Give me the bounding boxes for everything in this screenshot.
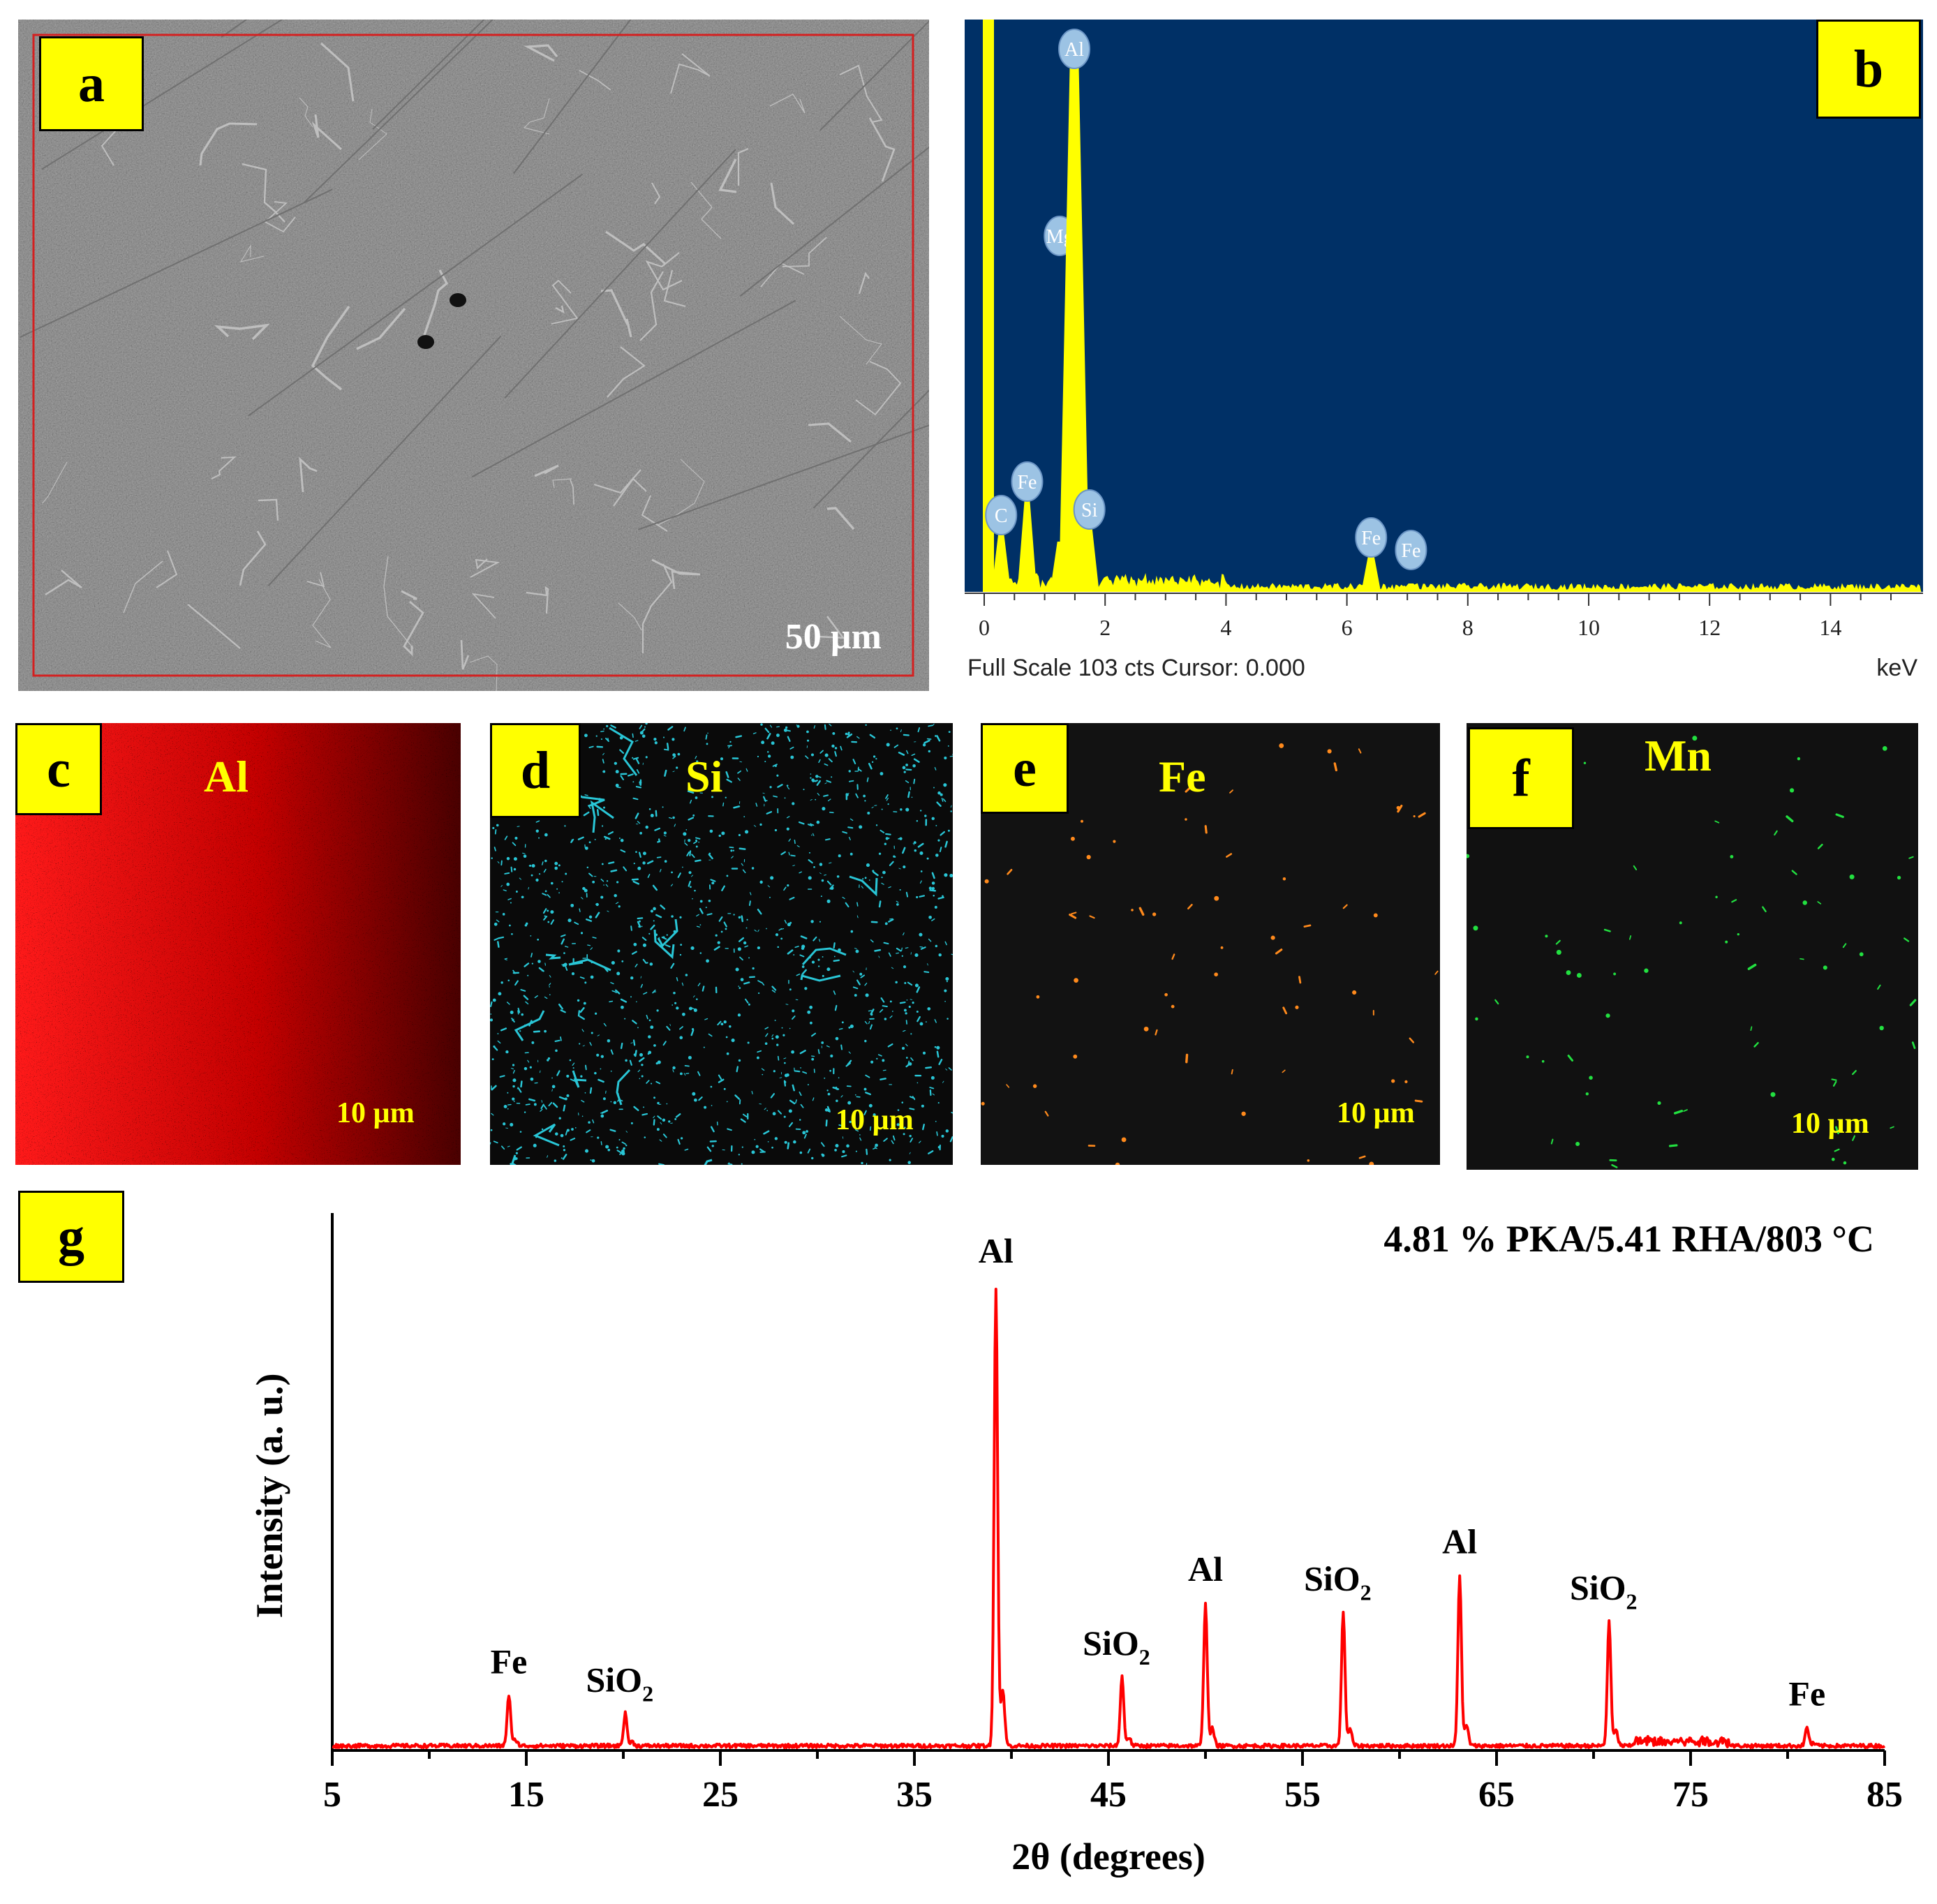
eds-footer-unit: keV xyxy=(1876,655,1917,681)
eds-peak-marker xyxy=(1395,530,1427,570)
xrd-peak-label: Al xyxy=(1442,1522,1477,1561)
element-name-si: Si xyxy=(685,752,723,801)
panel-label-a: a xyxy=(39,36,144,131)
sem-micrograph-image xyxy=(18,20,929,691)
eds-peak-label: Fe xyxy=(1361,528,1381,549)
si-elemental-map: d Si 10 µm xyxy=(490,723,953,1165)
eds-peak xyxy=(1059,34,1090,592)
element-name-al: Al xyxy=(204,752,248,801)
al-elemental-map: c Al 10 µm xyxy=(15,723,461,1165)
panel-label-f: f xyxy=(1468,727,1574,829)
xrd-sample-annotation: 4.81 % PKA/5.41 RHA/803 °C xyxy=(1383,1218,1874,1260)
eds-tick-label: 14 xyxy=(1819,615,1841,640)
eds-peak-label: Al xyxy=(1064,39,1084,61)
eds-zero-peak xyxy=(983,20,994,592)
xrd-y-axis-title: Intensity (a. u.) xyxy=(248,1373,290,1618)
xrd-tick-label: 65 xyxy=(1478,1775,1515,1815)
xrd-peak-label: SiO2 xyxy=(1304,1559,1372,1605)
eds-peak xyxy=(991,530,1011,592)
scale-bar-label: 10 µm xyxy=(836,1104,914,1136)
xrd-peak-label: Fe xyxy=(491,1642,528,1681)
eds-peak xyxy=(1361,553,1381,592)
xrd-pattern-chart: 5 15 25 35 45 55 65 75 85 2θ (degrees) Intensity (… xyxy=(248,1213,1903,1877)
eds-peak-marker xyxy=(1073,489,1106,530)
xrd-peak-label: Al xyxy=(1188,1549,1223,1589)
panel-label-d: d xyxy=(490,723,581,818)
xrd-peak-label: SiO2 xyxy=(586,1660,653,1706)
eds-peak-marker xyxy=(1058,29,1091,69)
mn-elemental-map: f Mn 10 µm xyxy=(1467,723,1918,1170)
xrd-pattern-line xyxy=(332,1288,1886,1749)
eds-peak xyxy=(1401,583,1421,592)
xrd-x-axis-title: 2θ (degrees) xyxy=(1011,1836,1205,1877)
eds-background-signal xyxy=(984,572,1922,592)
eds-footer-info: Full Scale 103 cts Cursor: 0.000 xyxy=(967,655,1305,681)
scale-bar-label: 10 µm xyxy=(1337,1097,1415,1129)
xrd-tick-label: 85 xyxy=(1867,1775,1903,1815)
xrd-tick-label: 55 xyxy=(1284,1775,1321,1815)
eds-tick-label: 2 xyxy=(1099,615,1111,640)
xrd-peak-label: SiO2 xyxy=(1570,1568,1638,1614)
xrd-peak-label: Al xyxy=(979,1231,1014,1270)
selection-rectangle xyxy=(32,34,914,677)
scale-bar-label: 10 µm xyxy=(1791,1108,1869,1140)
pore xyxy=(417,335,434,349)
eds-spectrum-panel: C Fe Mg Al Si Fe Fe 0 2 4 6 8 10 12 14 b Full Scale 10… xyxy=(965,20,1923,691)
xrd-tick-label: 45 xyxy=(1090,1775,1127,1815)
eds-peak-label: Fe xyxy=(1017,472,1037,493)
eds-peak-marker xyxy=(1355,517,1388,558)
scale-bar-label: 10 µm xyxy=(336,1097,415,1129)
xrd-tick-label: 15 xyxy=(508,1775,544,1815)
si-map-image xyxy=(490,723,953,1165)
element-name-mn: Mn xyxy=(1645,731,1712,780)
eds-peak-label: Fe xyxy=(1401,540,1420,562)
panel-label-c: c xyxy=(15,723,102,815)
eds-tick-label: 8 xyxy=(1462,615,1474,640)
xrd-tick-label: 75 xyxy=(1672,1775,1709,1815)
eds-tick-label: 4 xyxy=(1220,615,1231,640)
eds-tick-label: 12 xyxy=(1698,615,1721,640)
eds-tick-label: 0 xyxy=(979,615,990,640)
pore xyxy=(450,293,466,307)
xrd-peak-label: Fe xyxy=(1788,1674,1825,1713)
eds-peak-label: C xyxy=(995,505,1008,527)
xrd-peak-label: SiO2 xyxy=(1083,1623,1150,1669)
eds-peak-marker xyxy=(985,495,1018,535)
eds-peak-label: Si xyxy=(1081,500,1098,521)
eds-peak xyxy=(1017,497,1037,592)
eds-peak xyxy=(1079,525,1099,592)
panel-label-e: e xyxy=(981,723,1069,814)
eds-tick-label: 6 xyxy=(1342,615,1353,640)
eds-plot-background xyxy=(965,20,1923,592)
panel-label-g: g xyxy=(18,1191,124,1283)
fe-elemental-map: e Fe 10 µm xyxy=(981,723,1440,1165)
xrd-tick-label: 5 xyxy=(323,1775,341,1815)
eds-peak-marker xyxy=(1011,461,1044,502)
element-name-fe: Fe xyxy=(1159,752,1206,801)
mn-map-image xyxy=(1467,736,1917,1168)
xrd-tick-label: 35 xyxy=(896,1775,933,1815)
panel-label-b: b xyxy=(1816,20,1921,119)
scale-bar-label: 50 µm xyxy=(785,617,882,657)
xrd-tick-label: 25 xyxy=(702,1775,739,1815)
eds-tick-label: 10 xyxy=(1578,615,1600,640)
sem-micrograph-panel: a 50 µm xyxy=(18,20,929,691)
